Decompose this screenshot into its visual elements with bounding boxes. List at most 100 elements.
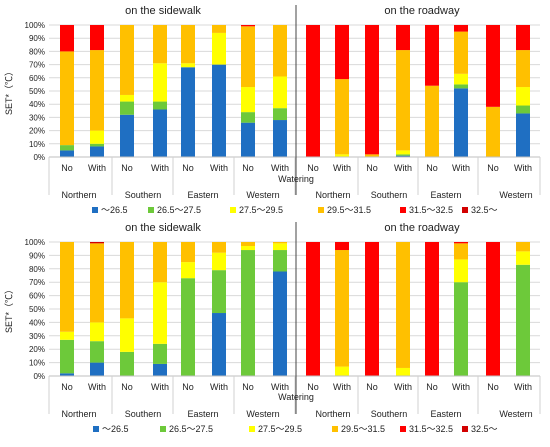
y-tick-label: 50%	[29, 87, 45, 96]
bar-segment	[60, 339, 74, 374]
x-tick-label: With	[151, 382, 169, 392]
section-title-roadway: on the roadway	[384, 222, 460, 234]
bar-segment	[212, 270, 226, 314]
x-group-label: Southern	[371, 409, 408, 419]
bar-segment	[365, 25, 379, 155]
bar-segment	[120, 318, 134, 352]
bar-segment	[153, 109, 167, 157]
x-tick-label: With	[271, 382, 289, 392]
legend-swatch	[318, 207, 324, 213]
bar-segment	[153, 101, 167, 110]
bar-segment	[212, 242, 226, 253]
y-tick-label: 20%	[29, 345, 45, 354]
bar-segment	[90, 243, 104, 323]
bar-segment	[396, 367, 410, 376]
y-tick-label: 40%	[29, 100, 45, 109]
x-group-label: Eastern	[430, 409, 461, 419]
bar-segment	[454, 259, 468, 283]
bar-segment	[273, 76, 287, 109]
legend-label: 31.5～32.5	[409, 424, 453, 434]
x-group-label: Northern	[315, 409, 350, 419]
legend-swatch	[230, 207, 236, 213]
bar-segment	[425, 85, 439, 157]
x-tick-label: With	[271, 163, 289, 173]
bar-segment	[396, 50, 410, 151]
x-tick-label: With	[452, 163, 470, 173]
x-group-label: Northern	[61, 190, 96, 200]
bar-segment	[516, 264, 530, 376]
bar-segment	[153, 63, 167, 102]
bar-segment	[90, 50, 104, 131]
x-tick-label: No	[307, 382, 319, 392]
x-group-label: Western	[499, 190, 532, 200]
bar-segment	[454, 242, 468, 244]
y-tick-label: 20%	[29, 127, 45, 136]
bar-segment	[454, 73, 468, 85]
bar-segment	[335, 250, 349, 367]
x-tick-label: With	[333, 382, 351, 392]
bar-segment	[241, 242, 255, 247]
bar-segment	[241, 25, 255, 27]
bar-segment	[273, 242, 287, 244]
bar-segment	[90, 322, 104, 342]
bar-segment	[60, 373, 74, 376]
x-group-label: Western	[246, 190, 279, 200]
bar-segment	[153, 363, 167, 376]
bar-segment	[396, 155, 410, 157]
bar-segment	[516, 105, 530, 114]
section-title-sidewalk: on the sidewalk	[125, 222, 201, 234]
bar-segment	[212, 64, 226, 157]
y-tick-label: 30%	[29, 332, 45, 341]
bar-segment	[454, 31, 468, 74]
bar-segment	[396, 242, 410, 368]
bar-segment	[335, 242, 349, 251]
x-tick-label: No	[242, 163, 254, 173]
legend-label: 27.5～29.5	[239, 205, 283, 215]
bar-segment	[90, 341, 104, 363]
legend-label: 32.5～	[471, 205, 498, 215]
y-tick-label: 10%	[29, 359, 45, 368]
bar-segment	[120, 94, 134, 102]
bar-segment	[454, 84, 468, 89]
x-group-label: Eastern	[187, 190, 218, 200]
y-tick-label: 50%	[29, 305, 45, 314]
x-tick-label: No	[307, 163, 319, 173]
x-group-label: Eastern	[430, 190, 461, 200]
bar-segment	[454, 282, 468, 376]
x-tick-label: No	[426, 382, 438, 392]
y-tick-label: 60%	[29, 74, 45, 83]
bar-segment	[153, 25, 167, 64]
bar-segment	[516, 242, 530, 252]
y-tick-label: 10%	[29, 140, 45, 149]
x-tick-label: No	[182, 382, 194, 392]
bar-segment	[486, 106, 500, 157]
bar-segment	[516, 251, 530, 265]
legend-swatch	[92, 207, 98, 213]
legend-swatch	[400, 207, 406, 213]
x-tick-label: With	[88, 382, 106, 392]
y-tick-label: 60%	[29, 292, 45, 301]
bar-segment	[241, 250, 255, 376]
x-group-label: Northern	[61, 409, 96, 419]
y-axis-label: SET*（℃）	[4, 285, 14, 333]
x-tick-label: With	[88, 163, 106, 173]
legend-swatch	[462, 207, 468, 213]
bar-segment	[425, 25, 439, 86]
bar-segment	[90, 362, 104, 376]
bar-segment	[365, 154, 379, 157]
bar-segment	[241, 122, 255, 157]
legend-label: 27.5～29.5	[258, 424, 302, 434]
bar-segment	[241, 112, 255, 123]
bar-segment	[241, 87, 255, 113]
x-tick-label: With	[210, 163, 228, 173]
legend-swatch	[249, 426, 255, 432]
bar-segment	[90, 25, 104, 51]
y-tick-label: 0%	[33, 372, 45, 381]
bar-segment	[153, 242, 167, 283]
y-tick-label: 100%	[25, 21, 45, 30]
legend-label: 26.5～27.5	[169, 424, 213, 434]
bar-segment	[212, 313, 226, 376]
bar-segment	[516, 25, 530, 51]
bar-segment	[90, 143, 104, 147]
